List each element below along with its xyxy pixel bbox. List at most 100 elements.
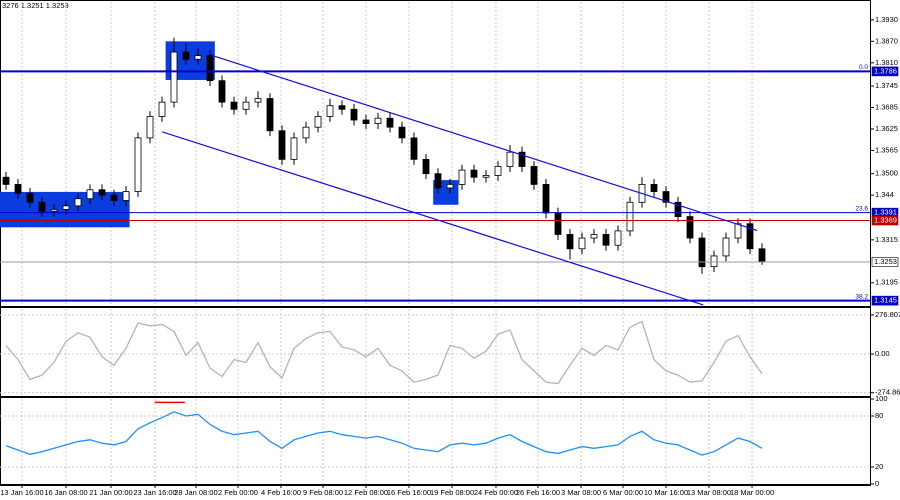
level-label-box <box>871 66 899 77</box>
candle-body <box>62 205 70 210</box>
candle-body <box>758 248 766 263</box>
candle-body <box>734 223 742 239</box>
candle-body <box>722 237 730 257</box>
candle-body <box>662 191 670 203</box>
candle-body <box>254 98 262 103</box>
level-label: 1.3253 <box>874 257 897 266</box>
y-tick-label: 0.00 <box>875 349 890 358</box>
x-tick-label: 23 Jan 16:00 <box>133 488 176 497</box>
candle-body <box>182 51 190 60</box>
x-tick-label: 16 Feb 16:00 <box>387 488 431 497</box>
candle-body <box>326 105 334 117</box>
candle-body <box>50 209 58 212</box>
candle-body <box>134 137 142 192</box>
candle-body <box>614 230 622 246</box>
candle-body <box>74 198 82 207</box>
level-label-box <box>871 215 899 226</box>
x-tick-label: 13 Mar 08:00 <box>687 488 731 497</box>
candle-body <box>530 166 538 185</box>
candle-body <box>626 201 634 232</box>
candle-body <box>146 116 154 139</box>
fib-label: 38.2 <box>855 293 868 300</box>
x-tick-label: 3 Mar 08:00 <box>561 488 601 497</box>
x-tick-label: 18 Mar 00:00 <box>730 488 774 497</box>
level-label: 1.3391 <box>874 208 897 217</box>
y-tick-label: 0 <box>875 479 879 488</box>
candle-body <box>218 80 226 103</box>
candle-body <box>350 108 358 121</box>
x-tick-label: 19 Feb 08:00 <box>430 488 474 497</box>
candle-body <box>470 169 478 178</box>
x-tick-label: 26 Feb 16:00 <box>516 488 560 497</box>
candle-body <box>278 130 286 160</box>
candle-body <box>374 117 382 124</box>
level-label: 1.3369 <box>874 216 897 225</box>
candle-body <box>266 98 274 132</box>
candle-body <box>410 137 418 160</box>
candle-body <box>590 234 598 239</box>
candle-body <box>122 191 130 201</box>
y-tick-label: 1.3685 <box>875 102 898 111</box>
y-tick-label: 1.3745 <box>875 81 898 90</box>
x-tick-label: 10 Mar 16:00 <box>644 488 688 497</box>
candle-body <box>710 255 718 268</box>
candle-body <box>446 183 454 189</box>
candle-body <box>578 237 586 250</box>
price-header: 3276 1.3251 1.3253 <box>2 1 69 10</box>
candle-body <box>650 183 658 192</box>
candle-body <box>674 201 682 217</box>
candle-body <box>230 101 238 110</box>
x-tick-label: 2 Feb 00:00 <box>218 488 258 497</box>
candle-body <box>86 189 94 200</box>
y-tick-label: 100 <box>875 394 888 403</box>
candle-body <box>194 55 202 60</box>
y-tick-label: 1.3625 <box>875 124 898 133</box>
candle-body <box>170 51 178 103</box>
level-label: 1.3786 <box>874 66 897 75</box>
level-label-box <box>871 295 899 306</box>
y-tick-label: 1.3315 <box>875 235 898 244</box>
x-tick-label: 6 Mar 00:00 <box>603 488 643 497</box>
candle-body <box>38 201 46 212</box>
y-tick-label: 1.3810 <box>875 58 898 67</box>
x-tick-label: 9 Feb 08:00 <box>303 488 343 497</box>
candle-body <box>206 55 214 82</box>
channel-line <box>161 131 704 306</box>
y-tick-label: 1.3500 <box>875 169 898 178</box>
channel-line <box>214 55 758 232</box>
indicator-line <box>5 320 763 385</box>
level-label: 1.3145 <box>874 296 897 305</box>
x-tick-label: 28 Jan 08:00 <box>174 488 217 497</box>
level-label-box <box>871 257 899 267</box>
candle-body <box>14 183 22 194</box>
fib-label: 0.0 <box>859 64 868 71</box>
candle-body <box>110 194 118 201</box>
candle-body <box>518 151 526 167</box>
y-tick-label: 20 <box>875 462 883 471</box>
y-tick-label: 1.3195 <box>875 278 898 287</box>
candle-body <box>686 216 694 239</box>
x-tick-label: 24 Feb 00:00 <box>474 488 518 497</box>
candle-body <box>362 119 370 124</box>
candle-body <box>554 212 562 235</box>
candle-body <box>290 137 298 160</box>
candle-body <box>602 234 610 246</box>
y-tick-label: 276.8074 <box>875 310 900 319</box>
candle-body <box>458 169 466 185</box>
candle-body <box>422 158 430 175</box>
candle-body <box>386 117 394 128</box>
x-tick-label: 4 Feb 16:00 <box>261 488 301 497</box>
candle-body <box>26 192 34 203</box>
candle-body <box>542 183 550 214</box>
y-tick-label: 1.3870 <box>875 36 898 45</box>
candle-body <box>314 116 322 128</box>
fib-label: 23.6 <box>855 205 868 212</box>
indicator-line <box>5 411 763 456</box>
x-tick-label: 12 Feb 08:00 <box>344 488 388 497</box>
candle-body <box>494 166 502 176</box>
candle-body <box>746 223 754 250</box>
x-tick-label: 21 Jan 00:00 <box>89 488 132 497</box>
candle-body <box>242 101 250 110</box>
y-tick-label: -274.865 <box>875 388 900 397</box>
